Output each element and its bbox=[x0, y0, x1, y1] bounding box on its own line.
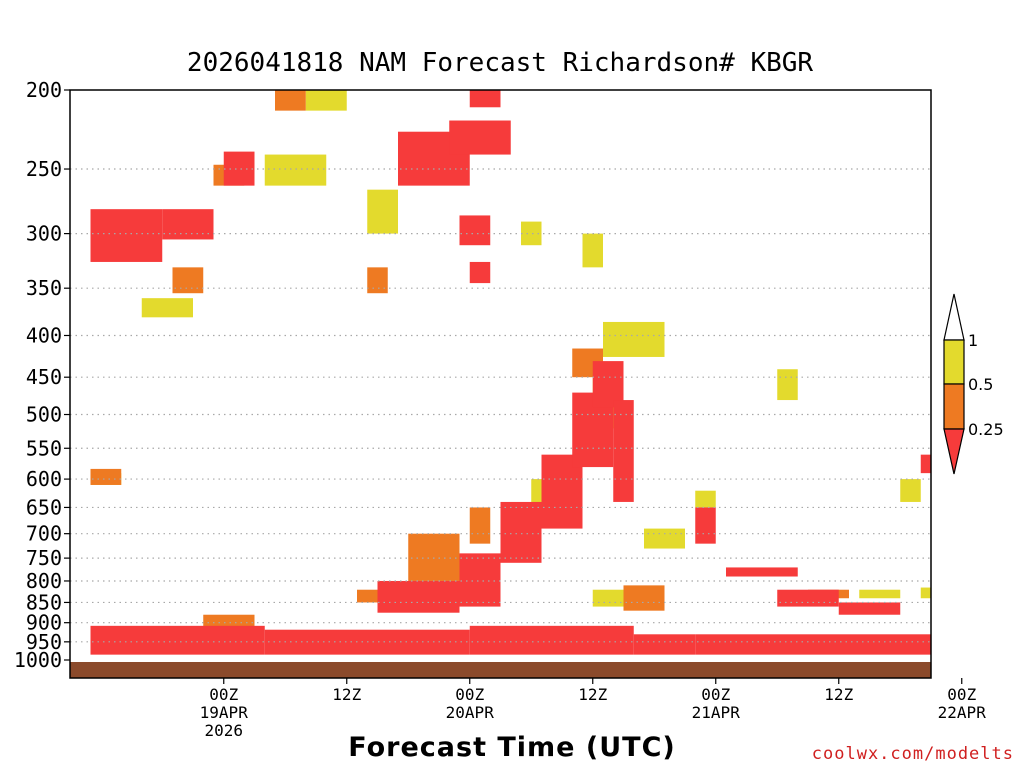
region-ri-below-025 bbox=[469, 625, 634, 655]
x-tick-label: 20APR bbox=[446, 703, 495, 722]
y-tick-label: 250 bbox=[26, 157, 62, 181]
ground-surface bbox=[70, 662, 931, 678]
y-tick-label: 350 bbox=[26, 276, 62, 300]
region-ri-05-1 bbox=[859, 589, 901, 599]
x-axis-title: Forecast Time (UTC) bbox=[348, 732, 676, 763]
y-tick-label: 450 bbox=[26, 365, 62, 389]
y-tick-label: 900 bbox=[26, 611, 62, 635]
y-tick-label: 950 bbox=[26, 630, 62, 654]
x-tick-label: 12Z bbox=[332, 685, 361, 704]
y-tick-label: 200 bbox=[26, 78, 62, 102]
region-ri-05-1 bbox=[367, 189, 398, 234]
y-tick-label: 300 bbox=[26, 222, 62, 246]
region-ri-05-1 bbox=[141, 298, 193, 318]
y-tick-label: 800 bbox=[26, 569, 62, 593]
x-tick-label: 19APR bbox=[200, 703, 249, 722]
region-ri-below-025 bbox=[500, 501, 542, 563]
legend: 1 0.5 0.25 bbox=[943, 293, 1004, 475]
region-ri-below-025 bbox=[449, 120, 511, 155]
legend-bin-above-1 bbox=[943, 293, 965, 341]
region-ri-05-1 bbox=[644, 528, 685, 549]
legend-bin-below-025 bbox=[943, 428, 965, 475]
x-tick-label: 00Z bbox=[209, 685, 238, 704]
x-tick-label: 12Z bbox=[824, 685, 853, 704]
region-ri-below-025 bbox=[459, 215, 491, 246]
region-ri-05-1 bbox=[305, 90, 347, 111]
plot-frame bbox=[69, 89, 932, 679]
region-ri-025-05 bbox=[90, 468, 122, 485]
legend-label: 1 bbox=[968, 331, 978, 350]
y-tick-label: 700 bbox=[26, 522, 62, 546]
ground-band bbox=[70, 662, 931, 678]
region-ri-05-1 bbox=[900, 479, 921, 502]
y-tick-label: 750 bbox=[26, 546, 62, 570]
region-ri-below-025 bbox=[695, 507, 716, 544]
region-ri-05-1 bbox=[582, 233, 603, 268]
region-ri-below-025 bbox=[223, 151, 255, 186]
region-ri-05-1 bbox=[521, 221, 542, 246]
region-ri-below-025 bbox=[777, 589, 839, 607]
region-ri-below-025 bbox=[633, 634, 696, 655]
x-tick-label: 22APR bbox=[938, 703, 987, 722]
y-tick-label: 600 bbox=[26, 467, 62, 491]
region-ri-025-05 bbox=[275, 90, 306, 111]
region-ri-05-1 bbox=[695, 490, 716, 508]
region-ri-below-025 bbox=[469, 90, 501, 108]
x-tick-label: 00Z bbox=[701, 685, 730, 704]
region-ri-below-025 bbox=[377, 580, 460, 613]
data-regions bbox=[90, 90, 931, 655]
legend-bin-025-05 bbox=[943, 383, 965, 430]
y-tick-label: 650 bbox=[26, 495, 62, 519]
region-ri-025-05 bbox=[469, 507, 491, 544]
x-tick-label: 2026 bbox=[204, 721, 243, 740]
region-ri-below-025 bbox=[90, 625, 265, 655]
region-ri-below-025 bbox=[459, 553, 501, 607]
region-ri-05-1 bbox=[920, 587, 931, 599]
y-tick-label: 1000 bbox=[14, 648, 62, 672]
region-ri-05-1 bbox=[603, 321, 665, 357]
region-ri-below-025 bbox=[162, 209, 214, 240]
y-tick-label: 550 bbox=[26, 436, 62, 460]
region-ri-below-025 bbox=[469, 261, 491, 284]
credit-link[interactable]: coolwx.com/modelts bbox=[811, 744, 1014, 764]
x-tick-label: 00Z bbox=[455, 685, 484, 704]
region-ri-05-1 bbox=[777, 369, 798, 401]
region-ri-025-05 bbox=[367, 267, 388, 294]
region-ri-below-025 bbox=[90, 209, 163, 262]
region-ri-below-025 bbox=[838, 602, 901, 615]
legend-label: 0.5 bbox=[968, 375, 993, 394]
region-ri-below-025 bbox=[920, 454, 931, 474]
region-ri-025-05 bbox=[408, 533, 460, 581]
legend-label: 0.25 bbox=[968, 420, 1004, 439]
region-ri-05-1 bbox=[264, 154, 327, 186]
region-ri-below-025 bbox=[613, 400, 634, 502]
region-ri-025-05 bbox=[172, 267, 204, 294]
region-ri-below-025 bbox=[726, 567, 798, 577]
x-tick-label: 21APR bbox=[692, 703, 741, 722]
region-ri-025-05 bbox=[203, 614, 255, 629]
y-tick-label: 400 bbox=[26, 323, 62, 347]
grid-lines bbox=[70, 168, 931, 643]
legend-bin-05-1 bbox=[943, 339, 965, 385]
y-axis: 200 250 300 350 400 450 500 550 600 650 7007508008… bbox=[14, 78, 70, 672]
chart-title: 2026041818 NAM Forecast Richardson# KBGR bbox=[186, 48, 814, 78]
y-tick-label: 850 bbox=[26, 590, 62, 614]
x-tick-label: 00Z bbox=[947, 685, 976, 704]
region-ri-025-05 bbox=[623, 585, 665, 611]
region-ri-below-025 bbox=[592, 361, 624, 408]
region-ri-below-025 bbox=[695, 634, 931, 655]
y-tick-label: 500 bbox=[26, 403, 62, 427]
x-tick-label: 12Z bbox=[578, 685, 607, 704]
